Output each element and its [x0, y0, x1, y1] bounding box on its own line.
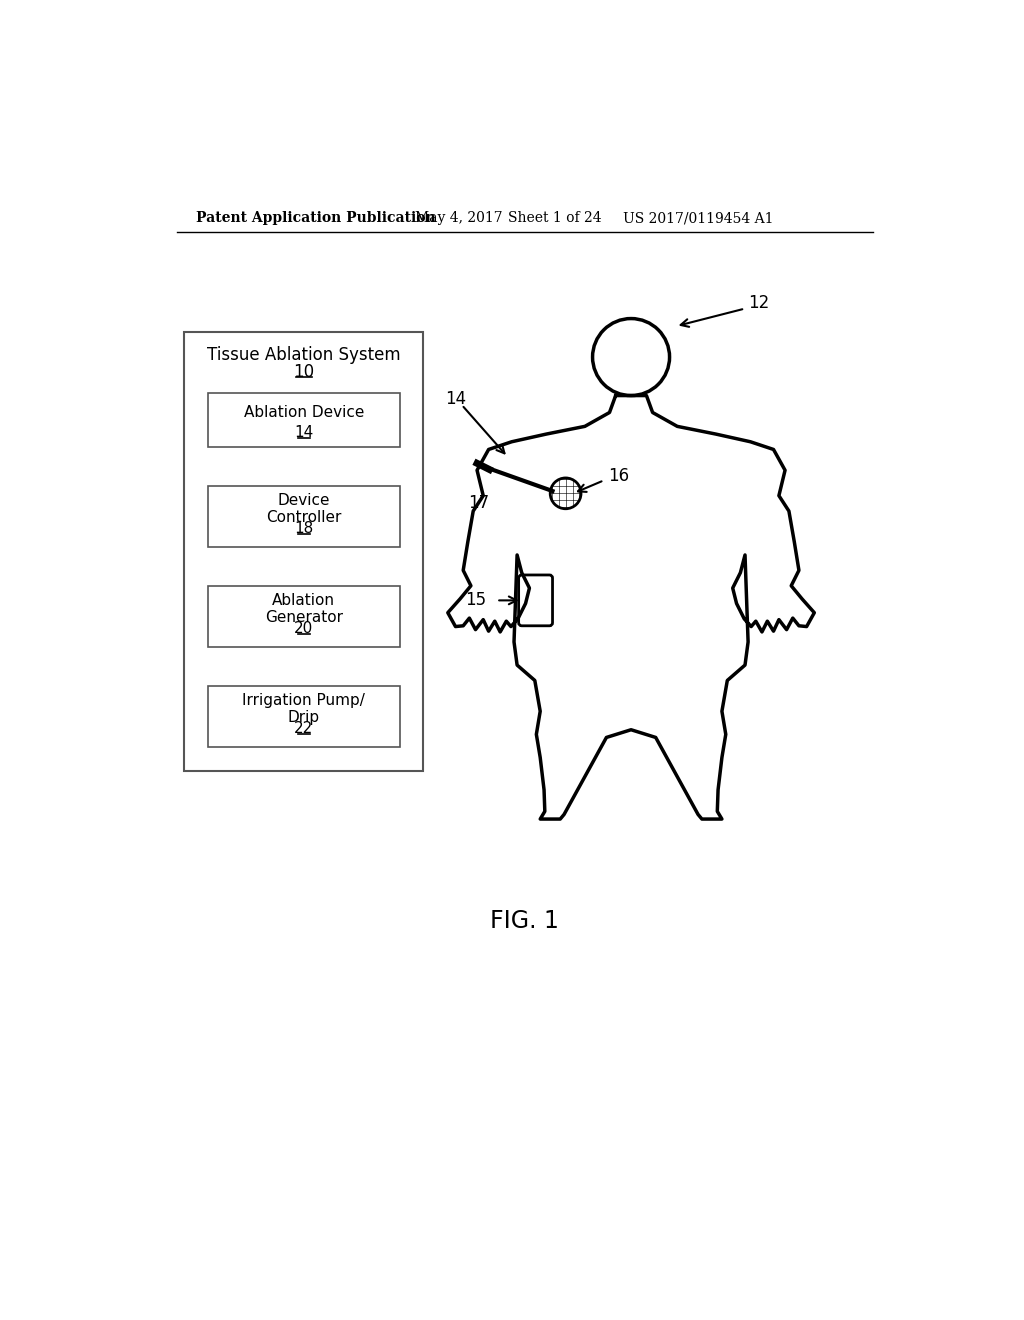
Text: 22: 22	[294, 722, 313, 737]
Text: Device
Controller: Device Controller	[266, 492, 341, 525]
Text: Ablation Device: Ablation Device	[244, 405, 364, 420]
FancyBboxPatch shape	[208, 586, 400, 647]
FancyBboxPatch shape	[208, 686, 400, 747]
Text: Irrigation Pump/
Drip: Irrigation Pump/ Drip	[243, 693, 366, 725]
Text: Patent Application Publication: Patent Application Publication	[196, 211, 435, 226]
Text: Ablation
Generator: Ablation Generator	[265, 593, 343, 626]
Text: 10: 10	[293, 363, 314, 380]
Text: 15: 15	[465, 591, 486, 610]
Text: 14: 14	[294, 425, 313, 440]
Text: 17: 17	[468, 495, 489, 512]
Text: FIG. 1: FIG. 1	[490, 908, 559, 933]
Text: 14: 14	[445, 389, 466, 408]
FancyBboxPatch shape	[184, 331, 423, 771]
Text: 16: 16	[608, 467, 629, 484]
FancyBboxPatch shape	[208, 486, 400, 548]
Text: 20: 20	[294, 622, 313, 636]
FancyBboxPatch shape	[208, 393, 400, 447]
FancyBboxPatch shape	[518, 576, 553, 626]
Text: US 2017/0119454 A1: US 2017/0119454 A1	[624, 211, 774, 226]
Text: Sheet 1 of 24: Sheet 1 of 24	[508, 211, 601, 226]
Text: May 4, 2017: May 4, 2017	[416, 211, 503, 226]
Text: 18: 18	[294, 521, 313, 536]
Text: Tissue Ablation System: Tissue Ablation System	[207, 346, 400, 364]
Text: 12: 12	[749, 294, 769, 312]
